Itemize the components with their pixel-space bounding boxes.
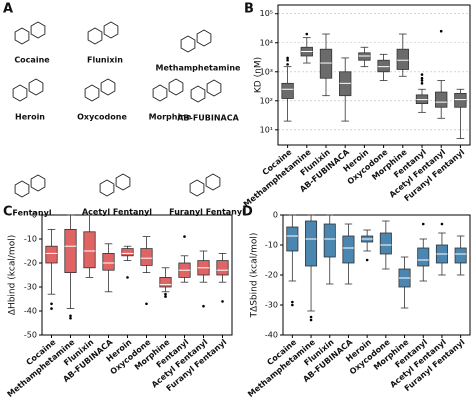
y-tick-label: 0: [273, 211, 278, 220]
outlier: [164, 295, 167, 298]
outlier: [291, 300, 294, 304]
outlier: [365, 258, 369, 262]
y-tick-label: 10⁴: [260, 38, 273, 47]
box: [83, 231, 96, 269]
plot-frame: [282, 214, 471, 336]
panel-label: C: [3, 205, 13, 220]
molecule-name: Methamphetamine: [156, 64, 241, 73]
box: [377, 59, 390, 73]
y-tick-label: -10: [24, 235, 37, 244]
y-tick-label: -20: [265, 271, 278, 280]
box: [281, 82, 294, 99]
y-tick-label: -20: [24, 259, 37, 268]
outlier: [291, 303, 294, 307]
y-axis-label: TΔSbind (kcal/mol): [250, 233, 260, 319]
y-tick-label: -30: [24, 283, 37, 292]
y-tick-label: -40: [24, 307, 37, 316]
molecule-name: AB-FUBINACA: [177, 114, 239, 123]
outlier: [164, 292, 167, 296]
outlier: [50, 302, 53, 306]
outlier: [286, 58, 289, 62]
y-tick-label: -50: [24, 331, 37, 340]
outlier: [420, 79, 424, 82]
structure: [152, 78, 184, 102]
box: [102, 252, 115, 271]
molecule-name: Furanyl Fentanyl: [169, 208, 245, 217]
outlier: [309, 318, 313, 322]
outlier: [50, 307, 53, 310]
structure: [14, 174, 46, 198]
box: [454, 92, 467, 108]
outlier: [439, 29, 443, 33]
outlier: [440, 222, 444, 226]
box: [121, 248, 134, 257]
molecule-name: Morphine: [149, 113, 192, 122]
y-axis-label: ΔHbind (kcal/mol): [8, 235, 18, 315]
y-tick-label: 10²: [260, 96, 273, 105]
outlier: [420, 76, 424, 80]
box: [140, 248, 153, 266]
structure: [84, 78, 116, 102]
y-tick-label: 10¹: [260, 125, 273, 134]
structure: [189, 173, 221, 197]
outlier: [69, 314, 72, 318]
y-tick-label: 10⁵: [260, 9, 273, 18]
y-tick-label: -40: [265, 331, 278, 340]
structure: [99, 173, 131, 197]
box: [454, 247, 467, 264]
outlier: [286, 63, 289, 66]
molecule-name: Heroin: [15, 113, 45, 122]
outlier: [286, 56, 289, 60]
molecule-name: Cocaine: [14, 56, 50, 65]
outlier: [420, 82, 424, 85]
molecule-name: Acetyl Fentanyl: [82, 208, 152, 217]
box: [64, 228, 77, 273]
structure: [14, 21, 46, 45]
box: [435, 91, 448, 108]
y-tick-label: -10: [265, 241, 278, 250]
plot-frame: [41, 214, 233, 336]
box: [417, 247, 430, 267]
outlier: [305, 32, 309, 36]
y-tick-label: 10³: [260, 67, 273, 76]
outlier: [145, 302, 148, 306]
structure: [87, 21, 119, 45]
outlier: [221, 300, 224, 303]
outlier: [69, 316, 72, 320]
molecule-name: Flunixin: [87, 56, 123, 65]
box: [319, 48, 333, 79]
panel-label: A: [3, 2, 13, 17]
structure: [180, 29, 212, 53]
box: [396, 48, 409, 70]
box: [45, 245, 58, 264]
box: [358, 52, 371, 61]
outlier: [126, 276, 129, 279]
molecule-name: Oxycodone: [77, 113, 127, 122]
panel-label: B: [244, 2, 254, 17]
plot-frame: [277, 4, 471, 146]
box: [286, 226, 299, 252]
y-axis-label: KD (nM): [254, 57, 264, 93]
y-tick-label: 0: [32, 211, 37, 220]
panel-label: D: [242, 205, 253, 220]
box: [323, 223, 336, 258]
outlier: [183, 235, 186, 238]
box: [159, 276, 172, 288]
box: [342, 235, 355, 264]
outlier: [421, 222, 425, 226]
molecule-name: Fentanyl: [12, 209, 51, 218]
box: [379, 232, 392, 255]
structure: [190, 79, 222, 103]
box: [216, 260, 229, 276]
outlier: [309, 315, 313, 319]
structure: [12, 78, 44, 102]
outlier: [420, 73, 424, 76]
outlier: [202, 304, 205, 308]
box: [305, 220, 318, 267]
y-tick-label: -30: [265, 301, 278, 310]
